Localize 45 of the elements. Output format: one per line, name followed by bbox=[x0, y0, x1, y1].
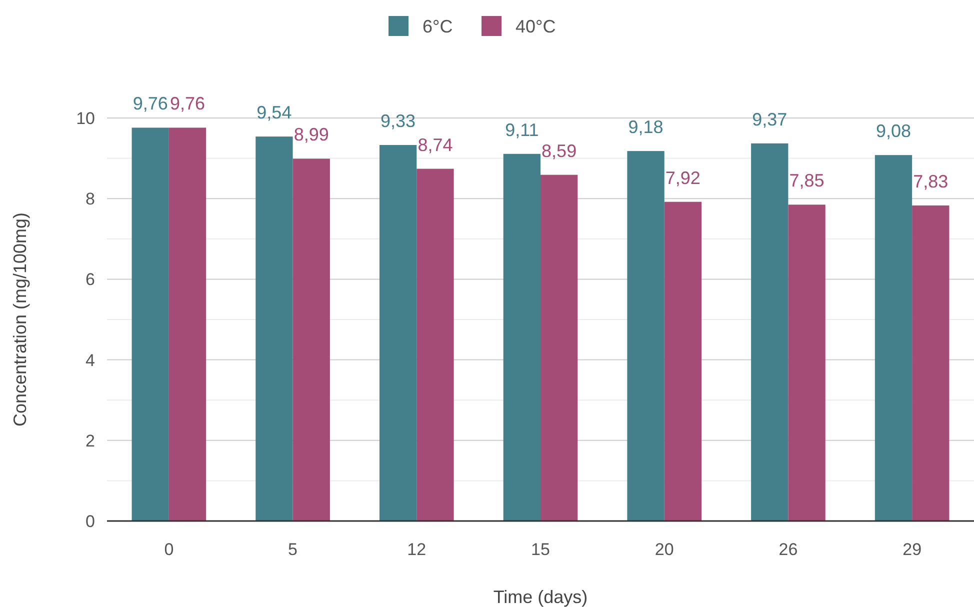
data-label: 7,83 bbox=[913, 171, 948, 192]
y-tick-label: 10 bbox=[76, 108, 95, 128]
bar bbox=[788, 204, 826, 521]
x-axis-title: Time (days) bbox=[493, 587, 588, 607]
bar bbox=[132, 128, 169, 521]
x-tick-label: 15 bbox=[531, 540, 550, 559]
y-tick-label: 4 bbox=[86, 350, 95, 370]
bar bbox=[912, 205, 950, 521]
data-label: 7,92 bbox=[665, 168, 700, 188]
bar bbox=[503, 154, 540, 521]
data-label: 7,85 bbox=[789, 170, 824, 191]
bar bbox=[379, 145, 417, 521]
data-label: 9,18 bbox=[628, 117, 664, 138]
x-tick-label: 20 bbox=[654, 540, 674, 559]
x-tick-label: 5 bbox=[288, 540, 298, 559]
data-label: 8,59 bbox=[542, 140, 577, 161]
bar bbox=[874, 155, 912, 521]
bar bbox=[256, 136, 293, 521]
x-tick-label: 26 bbox=[778, 540, 798, 559]
x-tick-label: 29 bbox=[902, 540, 922, 559]
data-label: 9,37 bbox=[752, 109, 788, 130]
data-label: 9,76 bbox=[132, 94, 168, 114]
y-tick-label: 8 bbox=[86, 190, 95, 209]
bar bbox=[540, 174, 578, 521]
data-label: 8,99 bbox=[294, 124, 329, 145]
data-label: 8,74 bbox=[418, 134, 453, 155]
y-axis-title: Concentration (mg/100mg) bbox=[10, 212, 30, 427]
y-tick-label: 6 bbox=[86, 270, 95, 290]
data-label: 9,08 bbox=[876, 121, 912, 142]
data-label: 9,33 bbox=[380, 111, 416, 131]
x-tick-label: 12 bbox=[407, 540, 426, 559]
bar bbox=[292, 158, 330, 521]
bar bbox=[751, 143, 788, 521]
bar bbox=[416, 168, 454, 521]
legend-label: 40°C bbox=[516, 16, 556, 36]
x-tick-label: 0 bbox=[164, 540, 174, 559]
bar bbox=[168, 128, 206, 521]
y-tick-label: 0 bbox=[86, 512, 95, 531]
legend-label: 6°C bbox=[422, 16, 453, 36]
data-label: 9,11 bbox=[505, 120, 539, 140]
bar bbox=[664, 202, 702, 521]
data-label: 9,76 bbox=[170, 94, 206, 114]
bar bbox=[627, 151, 664, 521]
data-label: 9,54 bbox=[256, 102, 292, 123]
y-tick-label: 2 bbox=[86, 431, 95, 450]
